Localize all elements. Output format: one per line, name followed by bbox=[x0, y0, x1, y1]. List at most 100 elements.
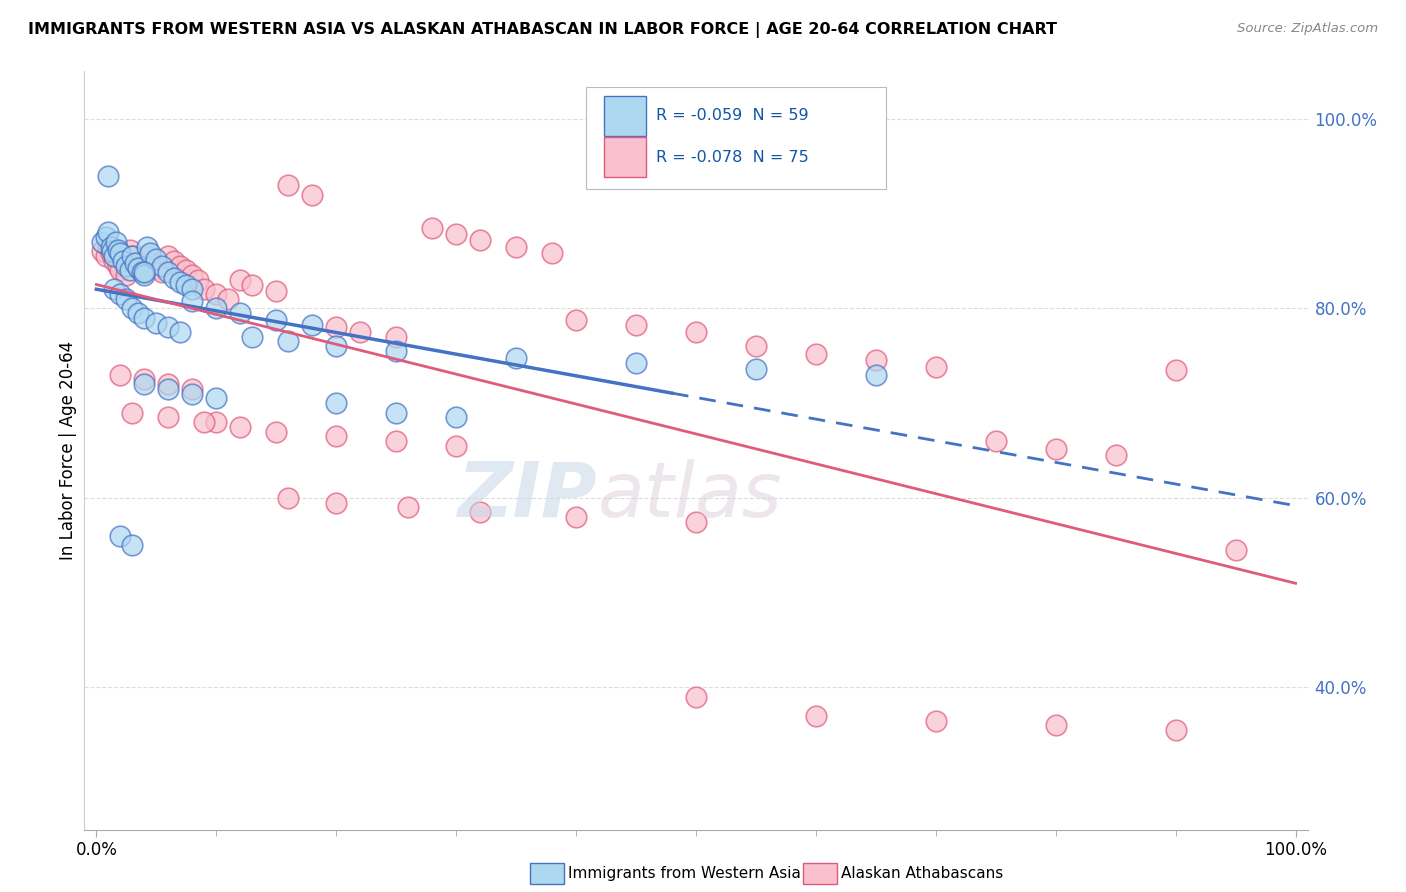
Point bbox=[174, 277, 197, 292]
Point bbox=[169, 275, 191, 289]
Point bbox=[229, 419, 252, 434]
Point bbox=[169, 259, 191, 273]
Point bbox=[135, 249, 157, 263]
Point bbox=[685, 690, 707, 704]
Point bbox=[264, 425, 287, 439]
Point bbox=[565, 312, 588, 326]
Point bbox=[396, 500, 419, 515]
Point bbox=[685, 325, 707, 339]
Point bbox=[1045, 442, 1067, 456]
Point bbox=[804, 347, 827, 361]
Point bbox=[420, 220, 443, 235]
Point bbox=[181, 382, 204, 396]
Point bbox=[157, 382, 180, 396]
Point bbox=[1105, 448, 1128, 462]
Point bbox=[127, 306, 149, 320]
Point bbox=[205, 392, 228, 406]
Point bbox=[193, 415, 215, 429]
Point bbox=[1045, 718, 1067, 732]
Point bbox=[131, 265, 153, 279]
Text: R = -0.059  N = 59: R = -0.059 N = 59 bbox=[655, 108, 808, 123]
Point bbox=[97, 240, 120, 254]
Point bbox=[127, 261, 149, 276]
Point bbox=[984, 434, 1007, 448]
Point bbox=[107, 243, 129, 257]
Point bbox=[169, 325, 191, 339]
Text: IMMIGRANTS FROM WESTERN ASIA VS ALASKAN ATHABASCAN IN LABOR FORCE | AGE 20-64 CO: IMMIGRANTS FROM WESTERN ASIA VS ALASKAN … bbox=[28, 22, 1057, 38]
Point bbox=[325, 320, 347, 334]
Point bbox=[1164, 723, 1187, 737]
Point bbox=[115, 292, 138, 306]
Point bbox=[134, 310, 156, 325]
Point bbox=[157, 265, 180, 279]
Point bbox=[193, 282, 215, 296]
Point bbox=[229, 273, 252, 287]
Point bbox=[385, 343, 408, 358]
Point bbox=[103, 282, 125, 296]
Point bbox=[111, 254, 134, 268]
FancyBboxPatch shape bbox=[605, 137, 645, 177]
Point bbox=[264, 312, 287, 326]
Point bbox=[865, 368, 887, 382]
Point bbox=[349, 325, 371, 339]
Point bbox=[124, 256, 146, 270]
Point bbox=[121, 406, 143, 420]
Point bbox=[804, 708, 827, 723]
Point bbox=[110, 529, 132, 543]
Point bbox=[110, 368, 132, 382]
Point bbox=[157, 249, 180, 263]
Point bbox=[277, 178, 299, 193]
Point bbox=[385, 330, 408, 344]
Point bbox=[139, 246, 162, 260]
Point bbox=[121, 249, 143, 263]
Point bbox=[865, 353, 887, 368]
Text: R = -0.078  N = 75: R = -0.078 N = 75 bbox=[655, 150, 808, 164]
Point bbox=[444, 439, 467, 453]
Point bbox=[505, 351, 527, 365]
Point bbox=[97, 226, 120, 240]
Point bbox=[139, 256, 162, 270]
Point bbox=[444, 410, 467, 425]
Point bbox=[624, 318, 647, 333]
Point bbox=[205, 301, 228, 316]
FancyBboxPatch shape bbox=[605, 96, 645, 136]
Point bbox=[103, 249, 125, 263]
Point bbox=[110, 287, 132, 301]
Point bbox=[240, 330, 263, 344]
Point bbox=[110, 263, 132, 277]
Point bbox=[624, 356, 647, 370]
Point bbox=[94, 249, 117, 263]
Point bbox=[103, 254, 125, 268]
Point bbox=[325, 495, 347, 509]
Point bbox=[385, 434, 408, 448]
Point bbox=[925, 714, 948, 728]
Point bbox=[325, 429, 347, 443]
Point bbox=[115, 259, 138, 273]
Point bbox=[181, 282, 204, 296]
Text: Immigrants from Western Asia: Immigrants from Western Asia bbox=[568, 866, 801, 880]
Point bbox=[325, 339, 347, 353]
Point bbox=[118, 243, 141, 257]
Point bbox=[94, 230, 117, 244]
Point bbox=[121, 249, 143, 263]
Point bbox=[301, 318, 323, 333]
Point bbox=[157, 320, 180, 334]
Point bbox=[468, 505, 491, 519]
Point bbox=[115, 268, 138, 282]
Point bbox=[124, 256, 146, 270]
Point bbox=[217, 292, 239, 306]
Point bbox=[163, 254, 186, 268]
Point bbox=[118, 263, 141, 277]
Point bbox=[150, 259, 173, 273]
Point bbox=[301, 187, 323, 202]
Point bbox=[145, 316, 167, 330]
Point bbox=[181, 293, 204, 308]
Point bbox=[107, 259, 129, 273]
Point bbox=[565, 509, 588, 524]
FancyBboxPatch shape bbox=[586, 87, 886, 189]
Point bbox=[385, 406, 408, 420]
Point bbox=[685, 515, 707, 529]
Point bbox=[277, 491, 299, 505]
Point bbox=[505, 240, 527, 254]
Point bbox=[145, 261, 167, 276]
